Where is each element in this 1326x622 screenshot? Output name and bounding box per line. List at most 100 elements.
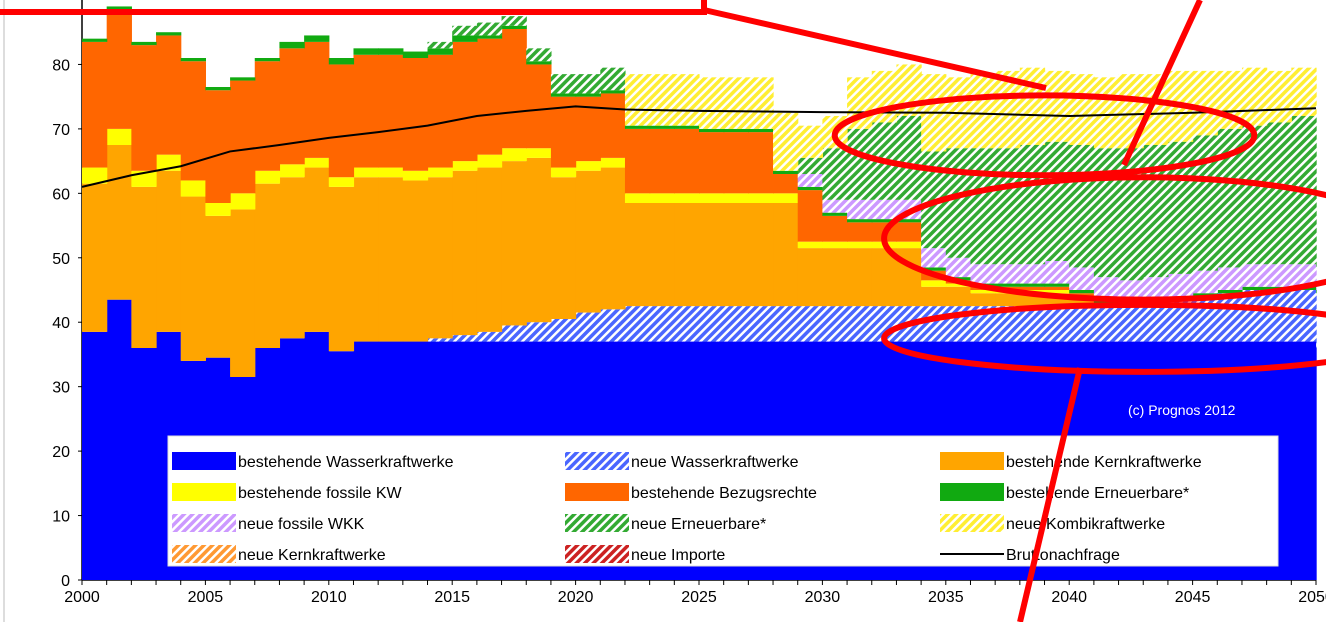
area-segment bbox=[1167, 273, 1194, 297]
series-bestehende_kern bbox=[82, 145, 1095, 377]
area-segment bbox=[822, 215, 848, 242]
area-segment bbox=[279, 41, 305, 49]
area-segment bbox=[600, 157, 626, 168]
area-segment bbox=[822, 306, 848, 342]
area-segment bbox=[1019, 67, 1046, 145]
area-segment bbox=[550, 167, 577, 178]
area-segment bbox=[1291, 264, 1317, 287]
area-segment bbox=[797, 248, 823, 307]
area-segment bbox=[723, 77, 749, 129]
area-segment bbox=[699, 193, 725, 203]
area-segment bbox=[649, 125, 675, 129]
area-segment bbox=[1044, 283, 1070, 287]
area-segment bbox=[674, 128, 700, 194]
area-segment bbox=[230, 209, 256, 377]
area-segment bbox=[624, 74, 651, 126]
area-segment bbox=[205, 90, 231, 203]
area-segment bbox=[427, 338, 453, 342]
x-tick-label: 2010 bbox=[311, 589, 347, 606]
area-segment bbox=[748, 203, 774, 307]
area-segment bbox=[649, 203, 675, 307]
area-segment bbox=[1019, 283, 1046, 287]
area-segment bbox=[921, 267, 947, 271]
x-tick-label: 2000 bbox=[64, 589, 100, 606]
area-segment bbox=[624, 128, 651, 194]
annotation-pointer bbox=[1017, 367, 1083, 622]
area-segment bbox=[723, 193, 749, 203]
area-segment bbox=[1192, 270, 1218, 294]
area-segment bbox=[501, 161, 527, 326]
legend-label: Bruttonachfrage bbox=[1006, 547, 1120, 564]
area-segment bbox=[1093, 148, 1120, 278]
legend-item: neue Kernkraftwerke bbox=[172, 545, 386, 564]
area-segment bbox=[945, 148, 972, 258]
area-segment bbox=[1266, 70, 1292, 123]
area-segment bbox=[1143, 302, 1169, 342]
series-neue_fossil_wkk bbox=[797, 174, 1317, 303]
area-segment bbox=[995, 283, 1021, 287]
credit-text: (c) Prognos 2012 bbox=[1128, 402, 1236, 418]
area-segment bbox=[674, 125, 700, 129]
area-segment bbox=[378, 167, 404, 178]
area-segment bbox=[1019, 286, 1046, 290]
area-segment bbox=[254, 170, 281, 184]
area-segment bbox=[156, 32, 182, 36]
area-segment bbox=[82, 41, 108, 168]
area-segment bbox=[970, 290, 996, 294]
area-segment bbox=[230, 193, 256, 210]
area-segment bbox=[600, 309, 626, 342]
area-segment bbox=[1217, 290, 1243, 294]
area-segment bbox=[1192, 135, 1218, 271]
area-segment bbox=[649, 306, 675, 342]
y-tick-label: 50 bbox=[52, 251, 70, 268]
area-segment bbox=[624, 203, 651, 307]
y-tick-label: 10 bbox=[52, 509, 70, 526]
y-tick-label: 80 bbox=[52, 57, 70, 74]
area-segment bbox=[378, 54, 404, 168]
area-segment bbox=[1069, 145, 1095, 268]
area-segment bbox=[1069, 296, 1095, 307]
legend-swatch bbox=[565, 483, 629, 501]
legend-swatch bbox=[172, 452, 236, 470]
area-segment bbox=[871, 199, 898, 220]
area-segment bbox=[847, 306, 873, 342]
area-segment bbox=[896, 241, 922, 249]
legend-swatch bbox=[172, 483, 236, 501]
area-segment bbox=[748, 77, 774, 129]
area-segment bbox=[773, 203, 799, 307]
y-tick-label: 20 bbox=[52, 444, 70, 461]
area-segment bbox=[131, 45, 157, 171]
area-segment bbox=[723, 132, 749, 194]
area-segment bbox=[1217, 293, 1243, 342]
area-segment bbox=[378, 177, 404, 342]
area-segment bbox=[674, 306, 700, 342]
area-segment bbox=[501, 29, 527, 149]
legend-item: neue fossile WKK bbox=[172, 514, 365, 533]
area-segment bbox=[600, 93, 626, 158]
area-segment bbox=[1241, 290, 1268, 342]
legend-label: neue fossile WKK bbox=[238, 516, 365, 533]
area-segment bbox=[1291, 341, 1317, 580]
area-segment bbox=[1069, 267, 1095, 290]
area-segment bbox=[1019, 145, 1046, 265]
area-segment bbox=[328, 186, 355, 352]
area-segment bbox=[378, 48, 404, 55]
area-segment bbox=[600, 67, 626, 91]
area-segment bbox=[304, 167, 330, 332]
legend-box bbox=[167, 435, 1279, 567]
area-segment bbox=[526, 61, 552, 65]
x-tick-label: 2020 bbox=[558, 589, 594, 606]
area-segment bbox=[1044, 286, 1070, 290]
legend-swatch bbox=[172, 514, 236, 532]
area-segment bbox=[452, 161, 478, 171]
legend-label: bestehende Erneuerbare* bbox=[1006, 485, 1189, 502]
area-segment bbox=[328, 58, 355, 65]
area-segment bbox=[156, 35, 182, 155]
area-segment bbox=[624, 193, 651, 203]
area-segment bbox=[476, 167, 503, 332]
area-segment bbox=[797, 306, 823, 342]
area-segment bbox=[699, 77, 725, 129]
area-segment bbox=[1241, 67, 1268, 126]
area-segment bbox=[995, 293, 1021, 307]
area-segment bbox=[1217, 267, 1243, 290]
